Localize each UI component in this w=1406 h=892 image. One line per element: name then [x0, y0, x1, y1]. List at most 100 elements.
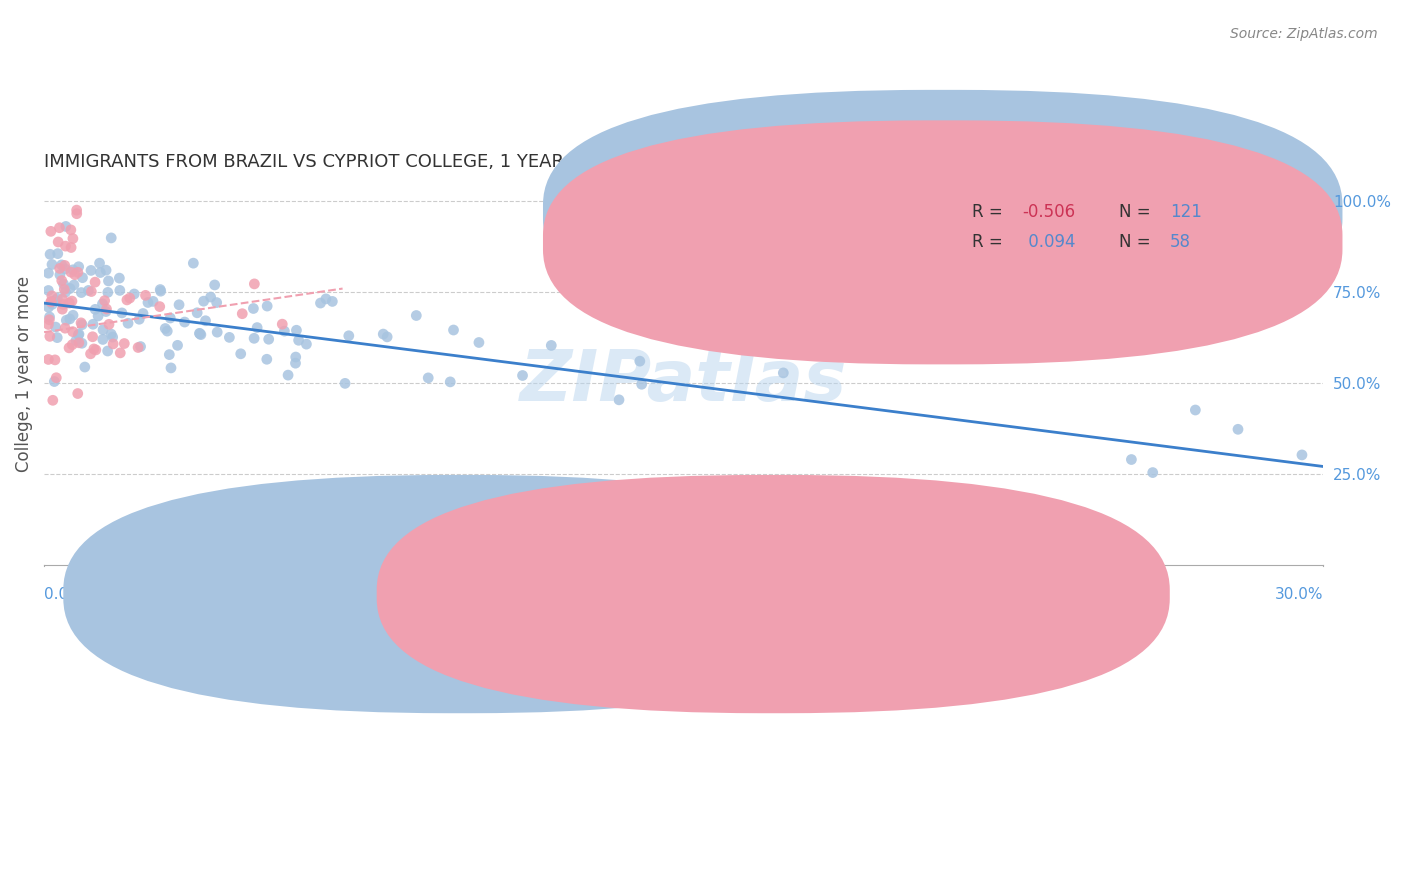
Point	[186, 306, 208, 320]
Point	[73, 359, 96, 374]
Point	[337, 328, 360, 343]
Point	[405, 309, 427, 323]
Point	[98, 318, 121, 332]
Point	[1184, 403, 1206, 417]
Point	[118, 291, 141, 305]
Point	[166, 338, 188, 352]
Point	[111, 306, 134, 320]
Point	[101, 330, 124, 344]
Point	[295, 337, 318, 351]
Point	[58, 296, 80, 310]
Point	[89, 266, 111, 280]
Point	[67, 327, 90, 342]
Point	[46, 330, 69, 344]
Point	[37, 318, 59, 332]
Point	[63, 268, 86, 282]
Point	[142, 294, 165, 309]
Point	[155, 321, 177, 335]
Point	[243, 331, 266, 345]
Point	[96, 301, 118, 316]
Point	[149, 284, 172, 298]
Point	[41, 258, 63, 272]
Text: R =: R =	[972, 234, 1008, 252]
Point	[51, 258, 73, 272]
Point	[79, 347, 101, 361]
Point	[193, 294, 215, 309]
Point	[94, 304, 117, 318]
Point	[229, 347, 252, 361]
Point	[149, 283, 172, 297]
Point	[46, 291, 69, 305]
Point	[772, 366, 794, 380]
Point	[83, 342, 105, 356]
Point	[55, 219, 77, 234]
Point	[112, 336, 135, 351]
Point	[188, 326, 211, 341]
Point	[1121, 452, 1143, 467]
Point	[512, 368, 534, 383]
Point	[188, 326, 211, 341]
Point	[52, 277, 75, 291]
FancyBboxPatch shape	[543, 120, 1343, 364]
Point	[194, 314, 217, 328]
Text: Immigrants from Brazil: Immigrants from Brazil	[479, 594, 655, 609]
Point	[51, 274, 73, 288]
Point	[46, 246, 69, 260]
Point	[91, 297, 114, 311]
Point	[77, 284, 100, 298]
FancyBboxPatch shape	[63, 475, 856, 714]
Point	[53, 282, 76, 296]
Point	[97, 344, 120, 359]
Point	[39, 224, 62, 238]
Point	[89, 256, 111, 270]
Text: 0.0%: 0.0%	[44, 588, 83, 602]
Point	[190, 327, 212, 342]
Point	[284, 350, 307, 364]
Point	[51, 292, 73, 306]
Point	[243, 277, 266, 291]
Point	[52, 297, 75, 311]
Point	[439, 375, 461, 389]
Point	[108, 271, 131, 285]
Point	[246, 320, 269, 334]
Point	[94, 263, 117, 277]
Point	[63, 277, 86, 292]
Point	[205, 295, 228, 310]
Point	[1291, 448, 1313, 462]
Point	[273, 324, 295, 338]
Point	[39, 294, 62, 309]
Point	[65, 334, 87, 348]
FancyBboxPatch shape	[377, 475, 1170, 714]
Point	[285, 323, 308, 337]
Point	[156, 324, 179, 338]
Point	[607, 392, 630, 407]
Point	[132, 306, 155, 320]
Point	[38, 312, 60, 326]
Text: -0.506: -0.506	[1022, 202, 1076, 221]
Point	[44, 375, 66, 389]
Point	[62, 262, 84, 277]
Point	[97, 274, 120, 288]
Point	[127, 341, 149, 355]
Point	[51, 302, 73, 317]
Point	[128, 312, 150, 326]
Point	[48, 220, 70, 235]
Point	[70, 318, 93, 332]
Point	[59, 281, 82, 295]
Text: 0.094: 0.094	[1022, 234, 1076, 252]
Point	[205, 325, 228, 339]
Point	[204, 277, 226, 292]
Point	[630, 377, 652, 392]
Point	[55, 285, 77, 300]
Point	[38, 310, 60, 324]
Point	[373, 327, 395, 342]
Point	[157, 348, 180, 362]
Point	[67, 327, 90, 342]
Point	[84, 343, 107, 357]
Point	[1142, 466, 1164, 480]
Point	[108, 284, 131, 298]
Point	[60, 337, 83, 351]
Point	[110, 346, 132, 360]
Point	[91, 323, 114, 337]
Point	[67, 260, 90, 274]
